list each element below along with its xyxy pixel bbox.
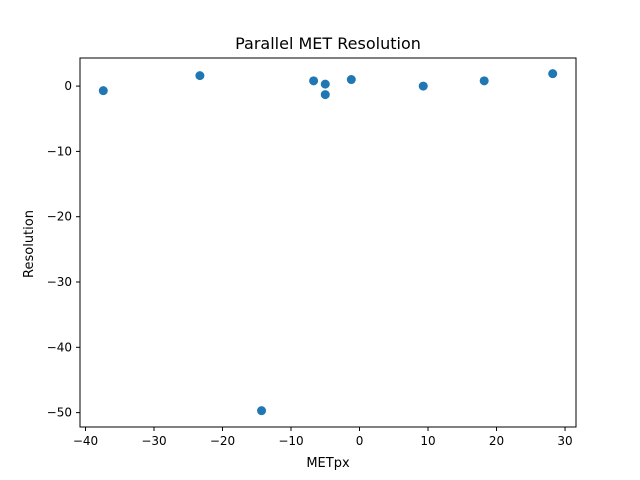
axes-frame bbox=[79, 57, 577, 428]
x-axis-label: METpx bbox=[306, 456, 350, 471]
x-tick-label: 10 bbox=[420, 434, 435, 448]
plot-area bbox=[79, 57, 577, 428]
y-axis-label: Resolution bbox=[22, 210, 37, 278]
data-point bbox=[479, 76, 489, 86]
data-point bbox=[346, 75, 356, 85]
y-axis-ticks: 0 −10 −20 −30 −40 −50 bbox=[47, 79, 80, 420]
y-tick-label: −50 bbox=[47, 406, 72, 420]
x-axis-ticks: −40 −30 −20 −10 0 10 20 30 bbox=[73, 427, 573, 448]
x-tick-label: 20 bbox=[489, 434, 504, 448]
data-point bbox=[320, 90, 330, 100]
x-tick-label: −20 bbox=[210, 434, 235, 448]
x-tick-label: 0 bbox=[356, 434, 364, 448]
points-layer bbox=[98, 69, 558, 416]
data-point bbox=[98, 86, 108, 96]
y-tick-label: 0 bbox=[64, 79, 72, 93]
chart-title: Parallel MET Resolution bbox=[235, 34, 421, 53]
x-tick-label: −30 bbox=[141, 434, 166, 448]
data-point bbox=[418, 81, 428, 91]
data-point bbox=[548, 69, 558, 79]
y-tick-label: −40 bbox=[47, 340, 72, 354]
y-tick-label: −10 bbox=[47, 144, 72, 158]
data-point bbox=[320, 79, 330, 89]
y-tick-label: −30 bbox=[47, 275, 72, 289]
data-point bbox=[195, 71, 205, 81]
x-tick-label: 30 bbox=[557, 434, 572, 448]
y-tick-label: −20 bbox=[47, 210, 72, 224]
data-point bbox=[257, 406, 267, 416]
x-tick-label: −40 bbox=[73, 434, 98, 448]
data-point bbox=[309, 76, 319, 86]
x-tick-label: −10 bbox=[278, 434, 303, 448]
